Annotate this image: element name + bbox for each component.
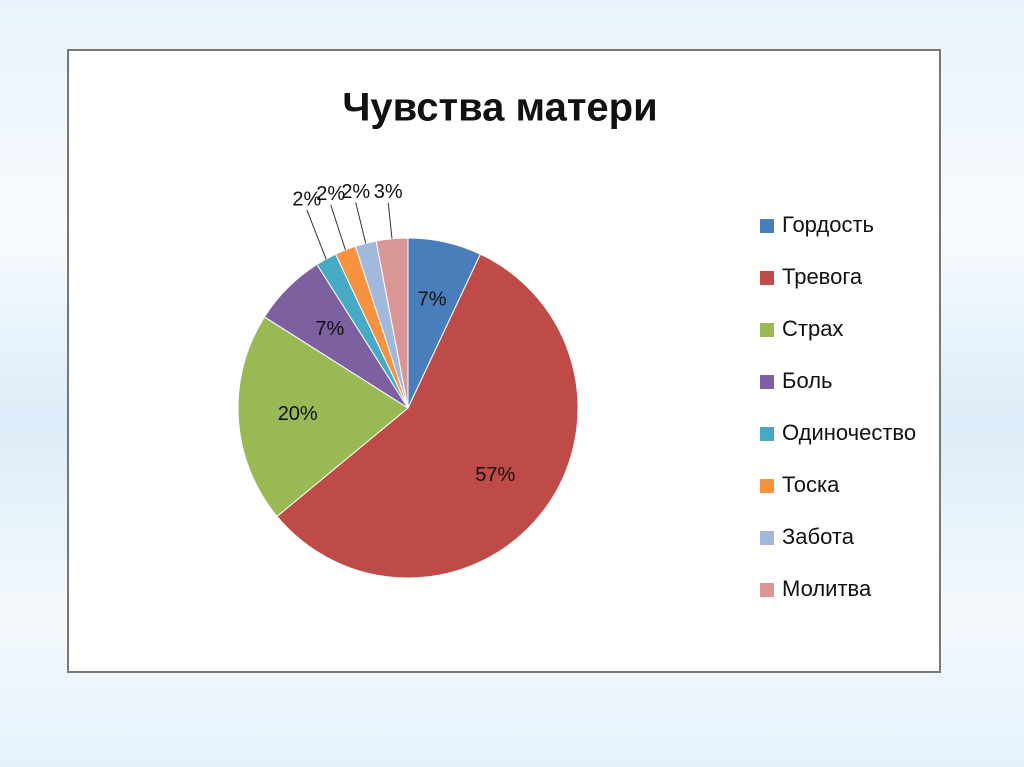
data-label: 2% — [316, 183, 345, 205]
data-label: 3% — [374, 181, 403, 203]
legend-swatch — [760, 323, 774, 337]
data-label: 7% — [315, 318, 344, 340]
legend-swatch — [760, 219, 774, 233]
pie-slice — [237, 316, 409, 518]
leader-line — [387, 202, 393, 239]
chart-title: Чувства матери — [342, 86, 657, 130]
legend-label: Гордость — [782, 212, 874, 237]
data-label: 2% — [292, 188, 321, 210]
legend-label: Одиночество — [782, 420, 916, 445]
legend-swatch — [760, 583, 774, 597]
legend-swatch — [760, 479, 774, 493]
legend-swatch — [760, 271, 774, 285]
data-label: 2% — [341, 181, 370, 203]
legend-swatch — [760, 427, 774, 441]
legend-swatch — [760, 375, 774, 389]
pie-slice — [276, 253, 579, 579]
leader-line — [306, 209, 327, 260]
leader-line — [330, 204, 346, 251]
data-label: 20% — [278, 403, 318, 425]
legend-label: Страх — [782, 316, 843, 341]
legend-label: Боль — [782, 368, 833, 393]
data-label: 57% — [475, 464, 515, 486]
legend-label: Тревога — [782, 264, 863, 289]
leader-line — [355, 202, 367, 244]
legend-label: Молитва — [782, 576, 872, 601]
data-label: 7% — [418, 288, 447, 310]
legend-swatch — [760, 531, 774, 545]
legend-label: Забота — [782, 524, 855, 549]
legend-label: Тоска — [782, 472, 840, 497]
